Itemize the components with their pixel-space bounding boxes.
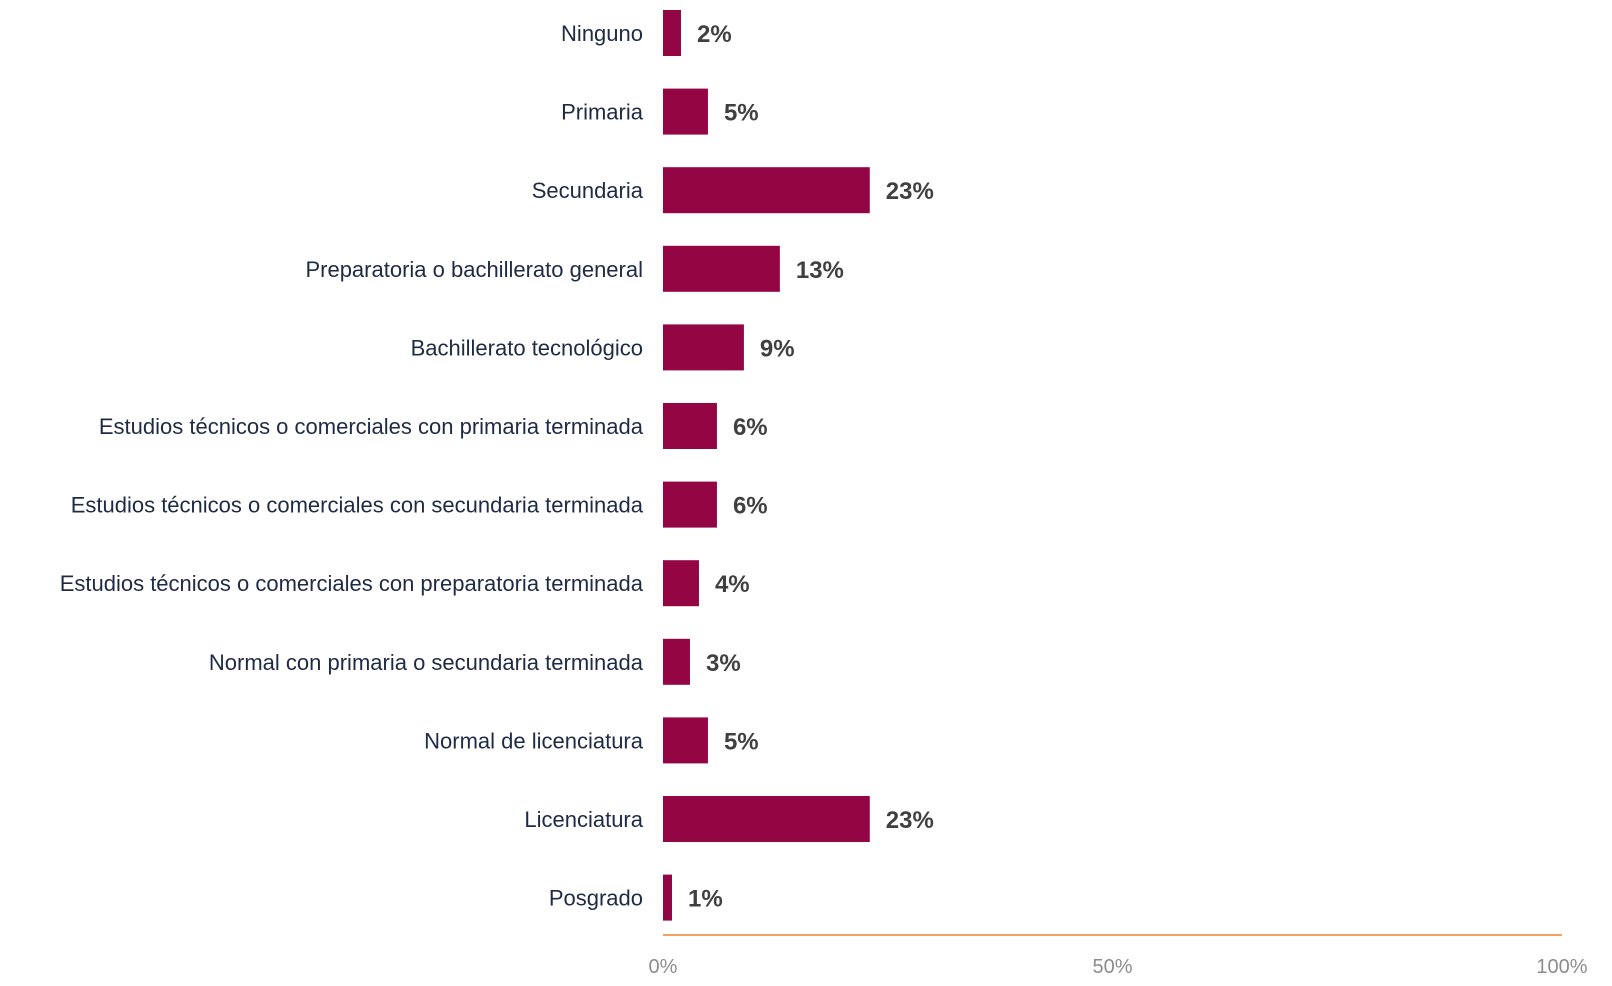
category-label: Estudios técnicos o comerciales con prep…: [60, 571, 644, 596]
bar: [663, 560, 699, 607]
value-label: 9%: [760, 335, 795, 362]
category-label: Estudios técnicos o comerciales con secu…: [71, 493, 644, 518]
bar: [663, 481, 717, 528]
bar: [663, 403, 717, 449]
x-tick-label: 100%: [1536, 956, 1587, 978]
value-label: 23%: [886, 807, 934, 834]
value-label: 5%: [724, 100, 759, 127]
value-label: 1%: [688, 886, 723, 913]
category-label: Posgrado: [549, 886, 643, 911]
bar: [663, 245, 780, 292]
category-label: Normal de licenciatura: [424, 728, 644, 753]
category-label: Primaria: [561, 100, 644, 125]
category-label: Preparatoria o bachillerato general: [305, 257, 643, 282]
value-label: 6%: [733, 493, 768, 520]
bar: [663, 324, 744, 371]
value-label: 5%: [724, 728, 759, 755]
x-tick-label: 50%: [1092, 956, 1132, 978]
value-label: 4%: [715, 571, 750, 598]
bar: [663, 638, 690, 685]
category-label: Bachillerato tecnológico: [411, 335, 643, 360]
x-tick-label: 0%: [649, 956, 678, 978]
bar: [663, 88, 708, 135]
value-label: 23%: [886, 178, 934, 205]
value-label: 6%: [733, 414, 768, 441]
bar: [663, 874, 672, 921]
bar: [663, 167, 870, 214]
category-label: Ninguno: [561, 21, 643, 46]
bar: [663, 10, 681, 56]
value-label: 13%: [796, 257, 844, 284]
bar: [663, 717, 708, 764]
bar: [663, 796, 870, 842]
category-label: Estudios técnicos o comerciales con prim…: [99, 414, 644, 439]
category-label: Secundaria: [532, 178, 644, 203]
value-label: 2%: [697, 21, 732, 48]
category-label: Licenciatura: [524, 807, 643, 832]
value-label: 3%: [706, 650, 741, 677]
category-label: Normal con primaria o secundaria termina…: [209, 650, 644, 675]
